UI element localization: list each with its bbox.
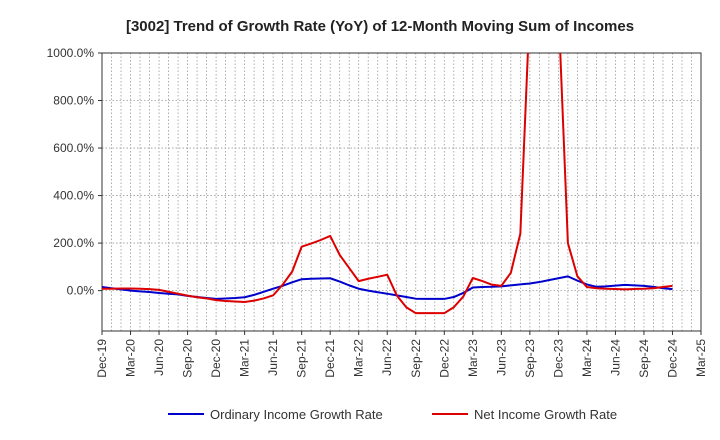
y-tick-label: 200.0% — [53, 236, 94, 250]
x-tick-label: Dec-23 — [551, 339, 565, 378]
x-tick-label: Jun-24 — [608, 339, 622, 376]
x-tick-label: Jun-20 — [152, 339, 166, 376]
series-line-net-income — [102, 53, 673, 315]
x-tick-label: Mar-25 — [694, 339, 708, 377]
legend: Ordinary Income Growth Rate Net Income Gr… — [168, 407, 617, 422]
y-tick-label: 0.0% — [67, 284, 95, 298]
chart-title: [3002] Trend of Growth Rate (YoY) of 12-… — [126, 18, 634, 35]
x-tick-label: Dec-21 — [323, 339, 337, 378]
plot-area-frame — [101, 52, 702, 332]
x-axis: Dec-19 Mar-20 Jun-20 Sep-20 Dec-20 Mar-21 Jun-… — [95, 331, 708, 378]
x-tick-label: Jun-22 — [380, 339, 394, 376]
legend-label: Ordinary Income Growth Rate — [210, 407, 383, 422]
x-tick-label: Sep-24 — [637, 339, 651, 378]
x-tick-label: Mar-21 — [238, 339, 252, 377]
y-tick-label: 400.0% — [53, 189, 94, 203]
x-tick-label: Dec-24 — [665, 339, 679, 378]
x-tick-label: Dec-22 — [437, 339, 451, 378]
x-tick-label: Dec-20 — [209, 339, 223, 378]
x-tick-label: Mar-20 — [124, 339, 138, 377]
legend-label: Net Income Growth Rate — [474, 407, 617, 422]
x-tick-label: Sep-23 — [523, 339, 537, 378]
x-tick-label: Mar-24 — [580, 339, 594, 377]
x-tick-label: Dec-19 — [95, 339, 109, 378]
y-tick-label: 800.0% — [53, 94, 94, 108]
x-tick-label: Sep-20 — [181, 339, 195, 378]
x-tick-label: Mar-22 — [352, 339, 366, 377]
y-axis: 1000.0% 800.0% 600.0% 400.0% 200.0% 0.0% — [47, 46, 102, 298]
y-tick-label: 1000.0% — [47, 46, 95, 60]
x-tick-label: Jun-21 — [266, 339, 280, 376]
x-tick-label: Sep-22 — [409, 339, 423, 378]
x-tick-label: Mar-23 — [466, 339, 480, 377]
y-tick-label: 600.0% — [53, 141, 94, 155]
series-lines — [102, 53, 673, 315]
x-tick-label: Sep-21 — [295, 339, 309, 378]
x-tick-label: Jun-23 — [494, 339, 508, 376]
